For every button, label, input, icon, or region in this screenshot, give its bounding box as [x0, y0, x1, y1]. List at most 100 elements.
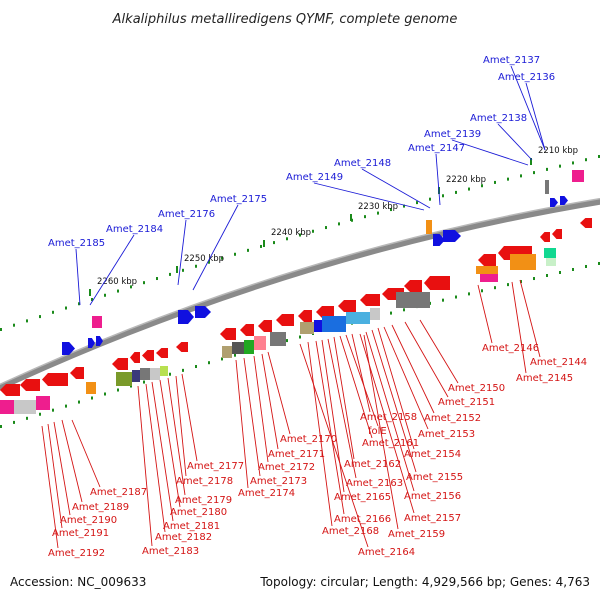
outer-tick-dot [416, 201, 418, 205]
reverse-gene [220, 328, 236, 340]
reverse-gene [240, 324, 254, 336]
reverse-leader-line [181, 373, 198, 462]
reverse-gene [112, 358, 128, 370]
reverse-gene [0, 384, 20, 396]
reverse-leader-line [47, 423, 63, 529]
reverse-gene-label: Amet_2158 [360, 412, 417, 423]
forward-gene [560, 196, 568, 205]
forward-gene-label: Amet_2185 [48, 238, 105, 249]
forward-gene [443, 230, 461, 242]
reverse-leader-line [71, 419, 101, 488]
forward-gene-misc [572, 170, 584, 182]
forward-leader-line [75, 248, 81, 306]
reverse-gene [176, 342, 188, 352]
tick-label: 2250 kbp [184, 254, 224, 264]
major-tick [263, 240, 265, 247]
reverse-leader-line [61, 419, 83, 503]
inner-tick-dot [208, 361, 210, 365]
forward-gene [195, 306, 211, 318]
inner-tick-dot [130, 384, 132, 388]
reverse-leader-line [167, 377, 186, 496]
outer-tick-dot [598, 154, 600, 158]
forward-gene-label: Amet_2139 [424, 129, 481, 140]
inner-tick-dot [299, 335, 301, 339]
inner-tick-dot [52, 408, 54, 412]
reverse-gene-label: Amet_2171 [268, 449, 325, 460]
inner-tick-dot [0, 425, 2, 428]
backbone-highlight [0, 197, 600, 386]
reverse-gene-box [0, 400, 14, 414]
outer-tick-dot [39, 315, 41, 319]
reverse-gene-label: Amet_2159 [388, 529, 445, 540]
reverse-gene [580, 218, 592, 228]
reverse-leader-line [327, 338, 357, 479]
outer-tick-dot [377, 211, 379, 215]
reverse-leader-line [511, 281, 527, 374]
forward-leader-line [313, 182, 425, 211]
inner-tick-dot [182, 368, 184, 372]
reverse-gene [130, 352, 140, 363]
inner-tick-dot [481, 289, 483, 293]
reverse-leader-line [145, 383, 166, 533]
outer-tick-dot [533, 171, 535, 175]
reverse-gene-box [160, 366, 168, 376]
outer-tick-dot [13, 323, 15, 327]
reverse-leader-line [351, 333, 371, 413]
inner-tick-dot [221, 357, 223, 361]
major-tick [89, 289, 91, 296]
outer-tick-dot [546, 167, 548, 171]
reverse-gene-label: Amet_2161 [362, 438, 419, 449]
reverse-gene-label: Amet_2182 [155, 532, 212, 543]
outer-tick-dot [273, 241, 275, 245]
inner-tick-dot [507, 283, 509, 287]
outer-tick-dot [325, 226, 327, 230]
outer-tick-dot [156, 277, 158, 281]
inner-tick-dot [494, 286, 496, 290]
reverse-gene [338, 300, 356, 312]
reverse-leader-line [267, 351, 291, 435]
outer-tick-dot [455, 190, 457, 194]
reverse-gene [142, 350, 154, 361]
outer-tick-dot [143, 281, 145, 285]
reverse-leader-line [345, 334, 379, 427]
reverse-gene-label: Amet_2189 [72, 502, 129, 513]
reverse-gene [156, 348, 168, 358]
inner-tick-dot [559, 270, 561, 274]
reverse-gene-box [300, 322, 314, 334]
inner-tick-dot [546, 274, 548, 278]
forward-gene-label: Amet_2137 [483, 55, 540, 66]
reverse-gene-label: Amet_2165 [334, 492, 391, 503]
outer-tick-dot [104, 293, 106, 297]
inner-tick-dot [533, 277, 535, 281]
reverse-gene-label: Amet_2145 [516, 373, 573, 384]
outer-tick-dot [247, 248, 249, 252]
reverse-leader-line [261, 353, 279, 450]
outer-tick-dot [559, 164, 561, 168]
reverse-gene-label: Amet_2181 [163, 521, 220, 532]
inner-tick-dot [65, 404, 67, 408]
reverse-leader-line [253, 355, 269, 463]
gene-features [0, 170, 592, 414]
inner-tick-dot [286, 339, 288, 343]
inner-tick-dot [234, 353, 236, 357]
reverse-gene-label: Amet_2183 [142, 546, 199, 557]
outer-tick-dot [52, 310, 54, 314]
reverse-gene [258, 320, 272, 332]
forward-gene [88, 338, 95, 348]
reverse-gene-box [476, 266, 498, 274]
reverse-gene-label: Amet_2166 [334, 514, 391, 525]
reverse-gene-box [222, 346, 232, 358]
reverse-gene [552, 229, 562, 239]
reverse-gene-box [480, 274, 498, 282]
inner-tick-dot [104, 392, 106, 396]
reverse-gene-label: Amet_2174 [238, 488, 295, 499]
reverse-gene-box [396, 292, 430, 308]
reverse-gene-box [544, 248, 556, 258]
reverse-gene-label: Amet_2154 [404, 449, 461, 460]
reverse-gene-box [14, 400, 36, 414]
forward-gene-label: Amet_2147 [408, 143, 465, 154]
outer-tick-dot [572, 161, 574, 165]
reverse-leader-line [321, 339, 345, 493]
outer-tick-dot [390, 208, 392, 212]
